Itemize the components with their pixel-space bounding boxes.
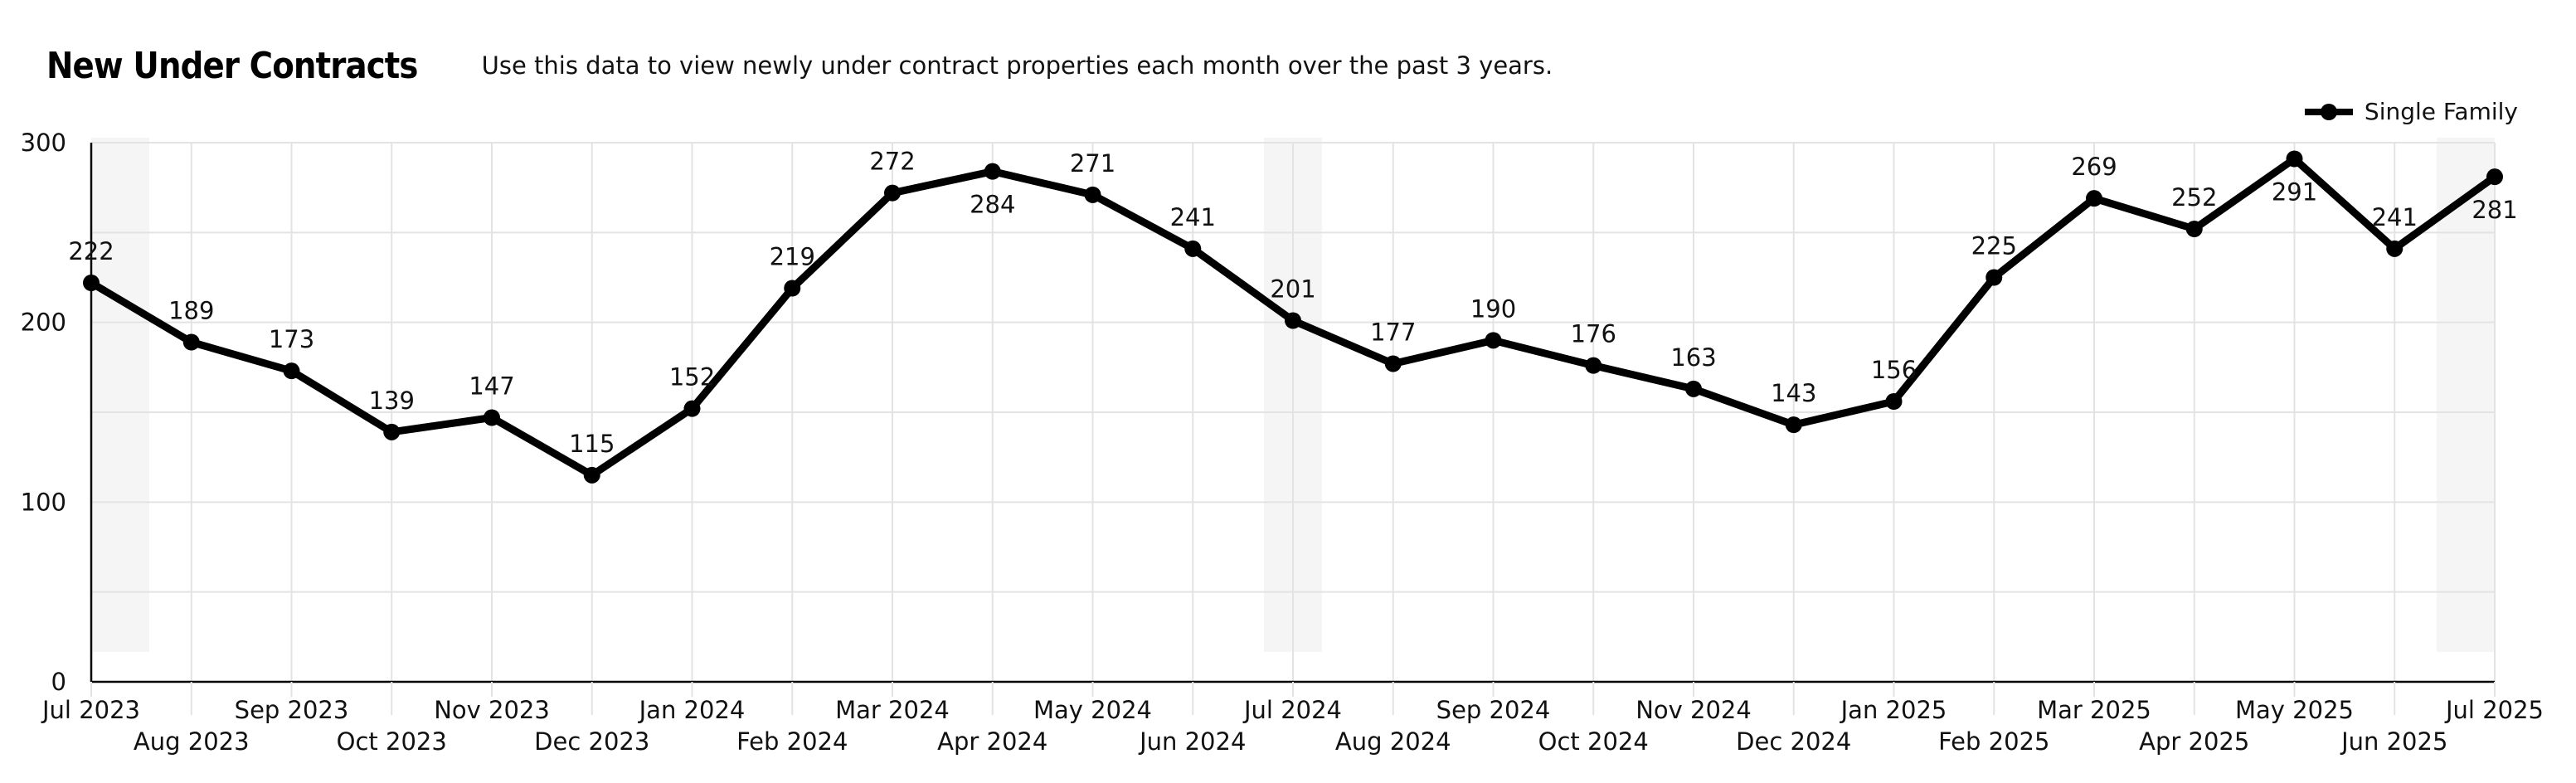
- x-tick-label: Jan 2024: [638, 696, 746, 724]
- x-tick-label: Dec 2024: [1736, 727, 1851, 756]
- data-label: 269: [2071, 153, 2117, 181]
- data-point: [1585, 357, 1602, 374]
- data-label: 143: [1771, 379, 1816, 407]
- x-tick-label: Aug 2024: [1335, 727, 1451, 756]
- data-label: 163: [1670, 343, 1716, 372]
- y-axis-ticks: 0 100 200 300: [21, 129, 66, 696]
- data-point: [1885, 393, 1903, 410]
- data-label: 152: [669, 363, 715, 392]
- data-point: [884, 184, 901, 202]
- x-axis-labels: Jul 2023 Aug 2023 Sep 2023 Oct 2023 Nov 2023…: [41, 682, 2544, 756]
- x-tick-label: Dec 2023: [534, 727, 649, 756]
- x-tick-label: Jun 2025: [2340, 727, 2447, 756]
- data-label: 272: [869, 148, 915, 176]
- data-label: 173: [269, 325, 314, 353]
- x-tick-label: Oct 2024: [1538, 727, 1649, 756]
- data-point: [182, 333, 200, 351]
- data-point: [784, 280, 801, 297]
- data-point: [1285, 312, 1301, 329]
- data-point: [1384, 355, 1402, 372]
- data-point: [1985, 269, 2003, 286]
- x-tick-label: Mar 2025: [2037, 696, 2151, 724]
- highlight-band: [91, 138, 149, 652]
- data-label: 189: [168, 297, 214, 325]
- x-tick-label: Feb 2025: [1938, 727, 2049, 756]
- y-tick-label: 0: [51, 668, 66, 696]
- data-point: [283, 362, 300, 380]
- x-tick-label: Apr 2024: [937, 727, 1047, 756]
- legend-label: Single Family: [2364, 98, 2518, 125]
- legend-line-marker-icon: [2304, 103, 2353, 120]
- data-labels: 222 189 173 139 147 115 152 219 272 284 271 241 201 1…: [68, 148, 2517, 458]
- data-label: 225: [1971, 232, 2017, 260]
- data-label: 241: [1170, 203, 1216, 231]
- x-tick-label: Oct 2023: [337, 727, 447, 756]
- data-label: 190: [1470, 294, 1516, 323]
- x-tick-label: Apr 2025: [2139, 727, 2249, 756]
- data-label: 222: [68, 237, 114, 265]
- data-label: 139: [369, 387, 415, 415]
- data-label: 284: [970, 191, 1015, 219]
- data-label: 156: [1871, 356, 1917, 384]
- x-tick-label: Jun 2024: [1138, 727, 1246, 756]
- data-point: [583, 466, 600, 484]
- x-tick-label: May 2025: [2235, 696, 2354, 724]
- y-tick-label: 100: [21, 488, 66, 516]
- data-point: [984, 163, 1001, 180]
- data-point: [383, 423, 401, 440]
- chart-legend[interactable]: Single Family: [2303, 98, 2518, 125]
- data-point: [1485, 332, 1502, 349]
- chart-series: [83, 150, 2503, 484]
- data-point: [2486, 168, 2503, 186]
- data-point: [1685, 380, 1702, 397]
- data-label: 219: [770, 243, 815, 271]
- data-label: 147: [469, 372, 514, 401]
- x-tick-label: Feb 2024: [736, 727, 848, 756]
- data-point: [484, 409, 500, 426]
- data-label: 291: [2272, 178, 2317, 207]
- data-point: [683, 400, 701, 417]
- x-tick-label: Sep 2023: [235, 696, 349, 724]
- data-point: [1785, 416, 1802, 434]
- x-tick-label: May 2024: [1033, 696, 1152, 724]
- data-point: [2086, 190, 2102, 207]
- data-point: [2185, 221, 2203, 237]
- data-point: [2286, 150, 2303, 168]
- x-tick-label: Jul 2025: [2444, 696, 2544, 724]
- x-tick-label: Sep 2024: [1436, 696, 1551, 724]
- chart-title: New Under Contracts: [46, 44, 418, 87]
- x-tick-label: Jul 2024: [1242, 696, 1342, 724]
- data-point: [1084, 186, 1101, 203]
- x-tick-label: Aug 2023: [134, 727, 250, 756]
- data-label: 176: [1571, 320, 1616, 348]
- chart-grid: [90, 142, 2496, 683]
- data-label: 177: [1370, 319, 1416, 347]
- x-tick-label: Jul 2023: [41, 696, 140, 724]
- x-tick-label: Jan 2025: [1840, 696, 1947, 724]
- data-point: [83, 275, 100, 291]
- chart-header: New Under Contracts Use this data to vie…: [46, 36, 1553, 95]
- x-tick-label: Nov 2024: [1636, 696, 1752, 724]
- x-tick-label: Nov 2023: [434, 696, 550, 724]
- highlight-band: [2437, 138, 2495, 652]
- y-tick-label: 300: [21, 129, 66, 157]
- x-tick-label: Mar 2024: [835, 696, 950, 724]
- data-point: [2386, 240, 2403, 257]
- data-label: 241: [2372, 203, 2418, 231]
- chart-subtitle: Use this data to view newly under contra…: [481, 51, 1553, 80]
- data-label: 201: [1270, 275, 1315, 304]
- data-label: 252: [2171, 183, 2217, 212]
- data-label: 271: [1070, 149, 1115, 178]
- y-tick-label: 200: [21, 309, 66, 337]
- data-point: [1184, 240, 1202, 257]
- data-label: 281: [2472, 196, 2517, 224]
- data-label: 115: [569, 430, 615, 458]
